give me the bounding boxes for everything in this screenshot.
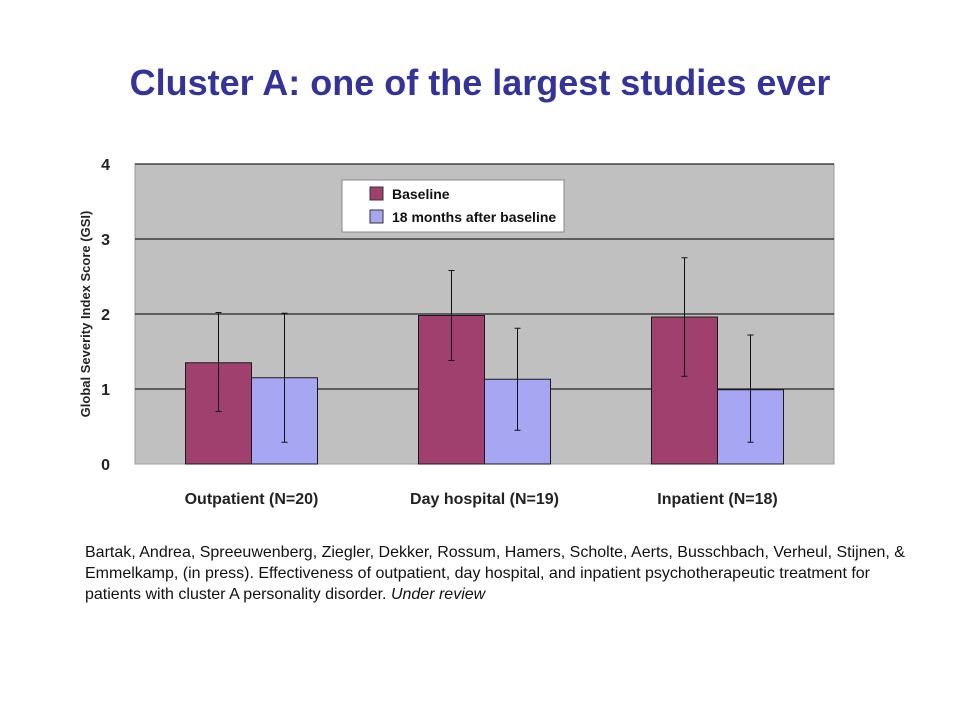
x-tick-label: Inpatient (N=18) <box>657 491 777 508</box>
y-tick-label: 0 <box>101 457 110 474</box>
legend-swatch-18-months <box>369 209 384 224</box>
legend-label-18-months: 18 months after baseline <box>392 209 556 225</box>
x-tick-labels: Outpatient (N=20) Day hospital (N=19) Inpa… <box>185 491 778 508</box>
error-bars <box>215 257 754 443</box>
y-tick-label: 1 <box>101 382 110 399</box>
slide-title: Cluster A: one of the largest studies ev… <box>129 62 831 103</box>
x-tick-label: Day hospital (N=19) <box>410 491 559 508</box>
citation-note: Under review <box>390 586 486 603</box>
legend-label-baseline: Baseline <box>392 186 450 202</box>
legend: Baseline 18 months after baseline <box>341 179 565 233</box>
y-tick-label: 4 <box>101 157 110 174</box>
x-tick-label: Outpatient (N=20) <box>185 491 319 508</box>
y-axis-label: Global Severity Index Score (GSI) <box>78 211 93 418</box>
legend-swatch-baseline <box>369 186 384 201</box>
y-tick-label: 3 <box>101 232 110 249</box>
citation: Bartak, Andrea, Spreeuwenberg, Ziegler, … <box>85 542 905 605</box>
y-tick-labels: 0 1 2 3 4 <box>101 157 110 474</box>
y-tick-label: 2 <box>101 307 110 324</box>
citation-text: Bartak, Andrea, Spreeuwenberg, Ziegler, … <box>85 544 905 603</box>
